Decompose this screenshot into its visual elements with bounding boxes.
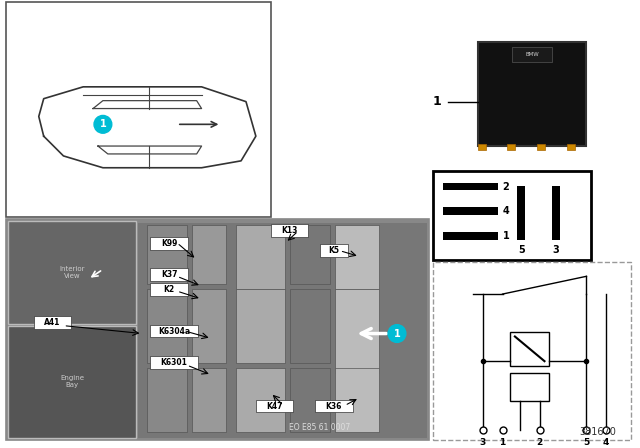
Text: K37: K37 — [161, 270, 177, 279]
Text: K99: K99 — [161, 239, 177, 248]
Bar — [150, 268, 188, 281]
Text: Interior
View: Interior View — [60, 266, 85, 279]
Bar — [8, 221, 136, 323]
Circle shape — [388, 325, 406, 342]
Bar — [510, 332, 549, 366]
Text: K47: K47 — [266, 401, 283, 410]
Bar — [271, 224, 308, 237]
Bar — [236, 289, 285, 363]
Bar — [444, 207, 498, 215]
Bar — [335, 225, 380, 289]
Bar — [150, 356, 198, 369]
Bar — [478, 43, 586, 146]
Text: 1: 1 — [499, 438, 506, 447]
Bar — [291, 368, 330, 432]
Bar — [537, 144, 545, 150]
Bar — [510, 373, 549, 401]
Text: 5: 5 — [518, 245, 525, 254]
Bar — [34, 316, 71, 328]
Bar — [147, 368, 187, 432]
Bar — [192, 289, 227, 363]
Bar — [566, 144, 575, 150]
Polygon shape — [39, 87, 256, 168]
Text: K36: K36 — [326, 401, 342, 410]
Bar — [6, 219, 429, 440]
Text: 4: 4 — [603, 438, 609, 447]
Bar — [444, 182, 498, 190]
Text: 2: 2 — [536, 438, 543, 447]
Text: 3: 3 — [480, 438, 486, 447]
Bar — [291, 225, 330, 284]
Bar — [256, 400, 293, 413]
Text: K6301: K6301 — [161, 358, 188, 367]
Bar — [291, 289, 330, 363]
Text: 1: 1 — [394, 328, 401, 339]
Text: 2: 2 — [502, 181, 509, 191]
Bar — [517, 185, 525, 240]
Bar — [320, 244, 348, 257]
Circle shape — [94, 116, 112, 133]
Bar — [236, 368, 285, 432]
Text: BMW: BMW — [525, 52, 539, 57]
Bar — [8, 326, 136, 438]
Bar — [147, 225, 187, 284]
Text: A41: A41 — [44, 318, 61, 327]
Text: K6304a: K6304a — [158, 327, 190, 336]
Bar — [147, 289, 187, 363]
Bar — [552, 185, 560, 240]
Bar — [150, 325, 198, 337]
Bar — [444, 232, 498, 240]
Text: 1: 1 — [433, 95, 442, 108]
Bar — [150, 237, 188, 250]
Bar — [429, 3, 626, 166]
Bar — [335, 368, 380, 432]
Bar — [433, 263, 631, 440]
Text: Engine
Bay: Engine Bay — [60, 375, 84, 388]
Bar — [192, 368, 227, 432]
Bar — [138, 223, 427, 438]
Bar — [6, 2, 271, 217]
Bar — [236, 225, 285, 289]
Bar — [513, 47, 552, 62]
Text: 4: 4 — [502, 206, 509, 216]
Text: 3: 3 — [552, 245, 559, 254]
Bar — [335, 289, 380, 373]
Text: K5: K5 — [328, 246, 339, 254]
Text: 381670: 381670 — [579, 427, 616, 437]
Text: EO E85 61 0007: EO E85 61 0007 — [289, 423, 351, 432]
Text: 1: 1 — [502, 231, 509, 241]
Text: 5: 5 — [583, 438, 589, 447]
Bar — [192, 225, 227, 284]
Text: K2: K2 — [163, 285, 175, 294]
Bar — [150, 283, 188, 296]
Text: 1: 1 — [100, 119, 106, 129]
Bar — [508, 144, 515, 150]
Bar — [478, 144, 486, 150]
Bar — [433, 171, 591, 259]
Text: K13: K13 — [281, 226, 298, 235]
Bar — [315, 400, 353, 413]
